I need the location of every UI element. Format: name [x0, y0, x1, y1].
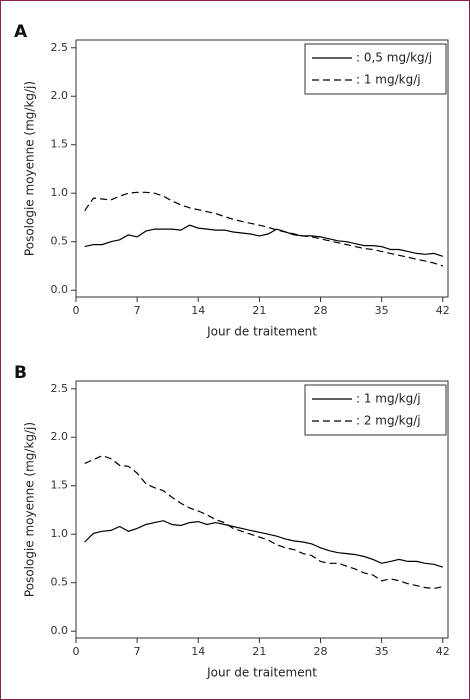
series-line [84, 520, 443, 568]
x-tick-label: 7 [134, 645, 141, 658]
plot-frame [75, 380, 449, 639]
series-line [84, 455, 443, 590]
y-tick-label: 0.5 [51, 576, 69, 589]
y-tick-label: 1.0 [51, 186, 69, 199]
x-tick-label: 28 [314, 645, 328, 658]
x-tick-label: 7 [134, 304, 141, 317]
x-tick-label: 42 [436, 645, 450, 658]
legend-label: : 1 mg/kg/j [356, 73, 421, 87]
y-tick-label: 1.5 [51, 138, 69, 151]
y-tick-label: 2.0 [51, 89, 69, 102]
x-tick-label: 35 [375, 304, 389, 317]
y-tick-label: 1.0 [51, 527, 69, 540]
legend-box [304, 43, 447, 95]
y-tick-label: 1.5 [51, 479, 69, 492]
y-axis-label: Posologie moyenne (mg/kg/j) [23, 422, 37, 597]
plot-frame [75, 39, 449, 298]
x-tick-label: 42 [436, 304, 450, 317]
panel-label: B [14, 363, 27, 383]
legend-box [304, 384, 447, 436]
x-tick-label: 0 [73, 304, 80, 317]
x-tick-label: 21 [252, 304, 266, 317]
y-tick-label: 2.5 [51, 41, 69, 54]
y-tick-label: 2.5 [51, 382, 69, 395]
x-axis-label: Jour de traitement [206, 325, 317, 339]
legend-label: : 1 mg/kg/j [356, 392, 421, 406]
series-line [84, 191, 443, 267]
legend-label: : 0,5 mg/kg/j [356, 51, 432, 65]
panel-label: A [14, 22, 28, 42]
x-tick-label: 14 [191, 304, 205, 317]
x-tick-label: 21 [252, 645, 266, 658]
legend-label: : 2 mg/kg/j [356, 414, 421, 428]
y-tick-label: 2.0 [51, 430, 69, 443]
y-tick-label: 0.5 [51, 235, 69, 248]
y-tick-label: 0.0 [51, 624, 69, 637]
x-tick-label: 14 [191, 645, 205, 658]
x-tick-label: 35 [375, 645, 389, 658]
x-tick-label: 28 [314, 304, 328, 317]
y-tick-label: 0.0 [51, 283, 69, 296]
x-tick-label: 0 [73, 645, 80, 658]
series-line [84, 224, 443, 257]
x-axis-label: Jour de traitement [206, 666, 317, 680]
y-axis-label: Posologie moyenne (mg/kg/j) [23, 81, 37, 256]
